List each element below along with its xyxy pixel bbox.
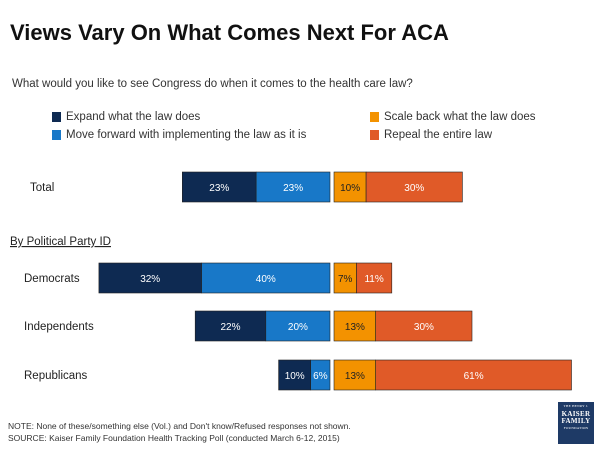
data-label-independents-repeal: 30% xyxy=(414,322,434,333)
bar-total-move-forward xyxy=(255,171,331,203)
logo-line-1: THE HENRY J. xyxy=(563,404,589,408)
data-label-independents-move-forward: 20% xyxy=(288,322,308,333)
bar-democrats-move-forward xyxy=(201,262,331,294)
data-label-total-scale-back: 10% xyxy=(340,183,360,194)
legend-item-scale-back: Scale back what the law does xyxy=(370,111,536,123)
data-label-republicans-scale-back: 13% xyxy=(345,371,365,382)
category-label-total: Total xyxy=(30,182,54,194)
category-label-independents: Independents xyxy=(24,321,94,333)
bar-republicans-expand xyxy=(278,359,312,391)
data-label-republicans-move-forward: 6% xyxy=(313,371,328,382)
data-label-democrats-expand: 32% xyxy=(140,274,160,285)
legend-swatch-repeal xyxy=(370,130,379,140)
legend-label-move-forward: Move forward with implementing the law a… xyxy=(66,129,307,141)
chart-title: Views Vary On What Comes Next For ACA xyxy=(10,20,449,45)
section-label-party: By Political Party ID xyxy=(10,236,111,248)
legend-item-move-forward: Move forward with implementing the law a… xyxy=(52,129,306,141)
kff-logo: THE HENRY J. KAISER FAMILY FOUNDATION xyxy=(558,402,594,444)
bar-total-scale-back xyxy=(333,171,367,203)
bar-independents-repeal xyxy=(375,310,473,342)
category-label-republicans: Republicans xyxy=(24,370,88,382)
logo-line-2: KAISER FAMILY xyxy=(561,409,591,425)
bar-total-expand xyxy=(182,171,257,203)
legend-swatch-expand xyxy=(52,112,61,122)
bar-republicans-move-forward xyxy=(310,359,331,391)
data-label-total-expand: 23% xyxy=(209,183,229,194)
legend-item-repeal: Repeal the entire law xyxy=(370,129,492,141)
legend-label-scale-back: Scale back what the law does xyxy=(384,111,536,123)
legend-item-expand: Expand what the law does xyxy=(52,111,200,123)
data-label-democrats-scale-back: 7% xyxy=(338,274,353,285)
legend-swatch-scale-back xyxy=(370,112,379,122)
bar-democrats-repeal xyxy=(356,262,393,294)
data-label-republicans-repeal: 61% xyxy=(464,371,484,382)
data-label-independents-scale-back: 13% xyxy=(345,322,365,333)
footnote-source: SOURCE: Kaiser Family Foundation Health … xyxy=(8,433,340,443)
bar-total-repeal xyxy=(365,171,463,203)
chart-subtitle: What would you like to see Congress do w… xyxy=(12,78,413,90)
category-label-democrats: Democrats xyxy=(24,273,80,285)
bar-republicans-scale-back xyxy=(333,359,377,391)
data-label-total-repeal: 30% xyxy=(404,183,424,194)
legend-swatch-move-forward xyxy=(52,130,61,140)
data-label-democrats-repeal: 11% xyxy=(364,274,383,285)
bar-independents-scale-back xyxy=(333,310,377,342)
bar-republicans-repeal xyxy=(375,359,572,391)
legend-label-expand: Expand what the law does xyxy=(66,111,201,123)
footnote-note: NOTE: None of these/something else (Vol.… xyxy=(8,421,351,431)
logo-line-3: FOUNDATION xyxy=(563,425,589,430)
data-label-total-move-forward: 23% xyxy=(283,183,303,194)
data-label-republicans-expand: 10% xyxy=(285,371,305,382)
legend-label-repeal: Repeal the entire law xyxy=(384,129,493,141)
data-label-independents-expand: 22% xyxy=(220,322,240,333)
data-label-democrats-move-forward: 40% xyxy=(256,274,276,285)
bar-independents-move-forward xyxy=(265,310,331,342)
